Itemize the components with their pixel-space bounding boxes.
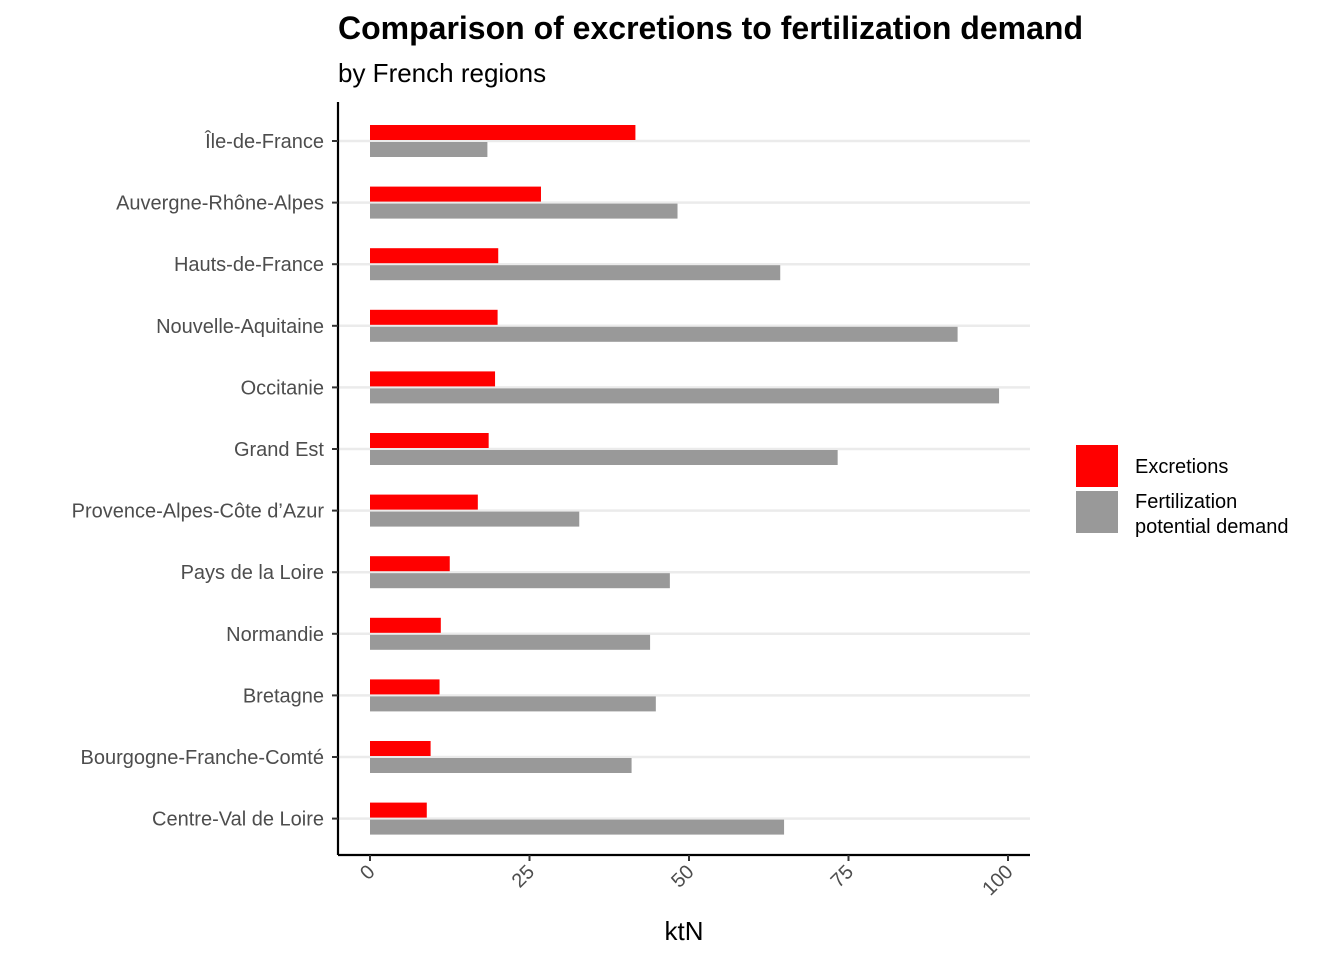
chart-subtitle: by French regions [338,58,546,88]
x-axis-label: ktN [665,916,704,946]
y-tick-label: Occitanie [241,377,324,399]
y-tick-label: Centre-Val de Loire [152,809,324,831]
y-tick-label: Normandie [226,624,324,646]
bar-fertilization-demand [370,388,1000,404]
x-tick-label: 50 [667,861,698,892]
bar-excretions [370,679,440,695]
y-tick-label: Auvergne-Rhône-Alpes [116,193,324,215]
bars [370,125,1000,835]
bar-excretions [370,309,498,325]
bar-excretions [370,248,499,264]
bar-fertilization-demand [370,634,651,650]
legend: Excretions Fertilization potential demand [1076,445,1288,538]
y-tick-label: Provence-Alpes-Côte d’Azur [72,501,325,523]
bar-excretions [370,556,450,572]
y-tick-label: Bretagne [243,685,324,707]
y-tick-label: Bourgogne-Franche-Comté [81,747,324,769]
bar-excretions [370,617,441,633]
bar-fertilization-demand [370,265,781,281]
bar-excretions [370,494,478,510]
bar-excretions [370,741,431,756]
x-tick-label: 0 [356,861,379,884]
y-tick-label: Hauts-de-France [174,254,324,276]
y-tick-label: Pays de la Loire [181,562,324,584]
legend-key-excretions [1076,445,1118,487]
bar-fertilization-demand [370,573,670,589]
chart-title: Comparison of excretions to fertilizatio… [338,10,1083,46]
bar-fertilization-demand [370,819,785,835]
y-tick-label: Nouvelle-Aquitaine [156,316,324,338]
x-axis: 0 25 50 75 100 [338,853,1030,900]
bar-excretions [370,186,541,202]
x-tick-label: 100 [978,861,1017,900]
y-tick-label: Grand Est [234,439,324,461]
legend-label-fertilization-demand: Fertilization potential demand [1135,491,1288,538]
bar-fertilization-demand [370,511,580,527]
bar-fertilization-demand [370,203,678,219]
bar-excretions [370,802,427,818]
bar-fertilization-demand [370,758,632,773]
legend-label-excretions: Excretions [1135,456,1228,478]
bar-excretions [370,371,496,387]
bar-excretions [370,125,636,140]
x-tick-label: 75 [827,861,858,892]
bar-fertilization-demand [370,696,656,712]
bar-fertilization-demand [370,142,488,157]
bar-fertilization-demand [370,450,838,465]
x-tick-label: 25 [508,861,539,892]
y-axis: Île-de-France Auvergne-Rhône-Alpes Hauts-d… [72,102,340,855]
grid-lines [338,139,1030,820]
y-tick-label: Île-de-France [204,130,324,153]
bar-fertilization-demand [370,326,958,342]
legend-key-fertilization-demand [1076,491,1118,533]
bar-excretions [370,433,489,448]
